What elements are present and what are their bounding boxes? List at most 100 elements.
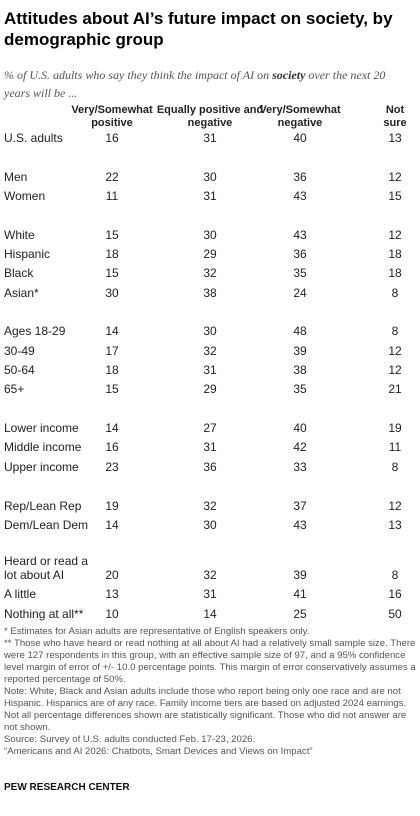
- cell-value: 33: [293, 459, 307, 474]
- note: Note: White, Black and Asian adults incl…: [4, 686, 407, 733]
- table-row: Hispanic 18 29 36 18: [4, 244, 416, 263]
- cell-value: 30: [203, 227, 217, 242]
- cell-value: 14: [105, 324, 119, 339]
- cell-value: 50: [388, 606, 402, 621]
- cell-value: 30: [105, 285, 119, 300]
- cell-value: 13: [105, 587, 119, 602]
- table-row: Black 15 32 35 18: [4, 263, 416, 282]
- table-row: Lower income 14 27 40 19: [4, 418, 416, 437]
- cell-value: 41: [293, 587, 307, 602]
- column-header: Very/Somewhat positive: [71, 104, 153, 129]
- row-label: Ages 18-29: [4, 324, 66, 339]
- cell-value: 18: [388, 247, 402, 262]
- table-row: Dem/Lean Dem 14 30 43 13: [4, 515, 416, 534]
- cell-value: 30: [203, 324, 217, 339]
- cell-value: 15: [105, 382, 119, 397]
- cell-value: 18: [105, 363, 119, 378]
- column-header: Very/Somewhat negative: [259, 104, 341, 129]
- cell-value: 13: [388, 517, 402, 532]
- table-row: 50-64 18 31 38 12: [4, 360, 416, 379]
- note: Source: Survey of U.S. adults conducted …: [4, 734, 256, 745]
- cell-value: 14: [105, 421, 119, 436]
- row-label: 65+: [4, 382, 25, 397]
- table-row: Women 11 31 43 15: [4, 186, 416, 205]
- row-label: Lower income: [4, 421, 79, 436]
- row-label: Hispanic: [4, 247, 51, 262]
- cell-value: 40: [293, 130, 307, 145]
- subtitle: % of U.S. adults who say they think the …: [4, 66, 414, 102]
- cell-value: 11: [105, 188, 119, 203]
- subtitle-emphasis: society: [272, 68, 306, 82]
- cell-value: 43: [293, 188, 307, 203]
- table-row: U.S. adults 16 31 40 13: [4, 128, 416, 147]
- cell-value: 39: [293, 568, 307, 583]
- cell-value: 24: [293, 285, 307, 300]
- cell-value: 25: [293, 606, 307, 621]
- row-label: Men: [4, 169, 28, 184]
- cell-value: 40: [293, 421, 307, 436]
- subtitle-text: % of U.S. adults who say they think the …: [4, 68, 273, 82]
- cell-value: 30: [203, 517, 217, 532]
- cell-value: 30: [203, 169, 217, 184]
- subtitle-text: over the next 20 years will be ...: [4, 68, 386, 100]
- table-row: 65+ 15 29 35 21: [4, 379, 416, 398]
- cell-value: 10: [105, 606, 119, 621]
- column-header: Not sure: [383, 104, 407, 129]
- cell-value: 36: [203, 459, 217, 474]
- row-label: Asian*: [4, 285, 39, 300]
- cell-value: 31: [203, 440, 217, 455]
- row-group: Heard or read a lot about AI 20 32 39 8 A lit…: [4, 554, 416, 623]
- cell-value: 32: [203, 568, 217, 583]
- cell-value: 14: [203, 606, 217, 621]
- cell-value: 16: [388, 587, 402, 602]
- cell-value: 27: [203, 421, 217, 436]
- cell-value: 8: [391, 324, 399, 339]
- cell-value: 13: [388, 130, 402, 145]
- cell-value: 32: [203, 498, 217, 513]
- row-label: Heard or read a lot about AI: [4, 553, 89, 583]
- cell-value: 16: [105, 130, 119, 145]
- table: U.S. adults 16 31 40 13 Men 22 30 36 12 Women 11 31 4…: [4, 128, 416, 643]
- row-label: 30-49: [4, 343, 35, 358]
- row-label: Women: [4, 188, 46, 203]
- cell-value: 43: [293, 227, 307, 242]
- row-label: White: [4, 227, 35, 242]
- row-group: U.S. adults 16 31 40 13: [4, 128, 416, 147]
- cell-value: 31: [203, 188, 217, 203]
- table-row: Asian* 30 38 24 8: [4, 283, 416, 302]
- cell-value: 17: [105, 343, 119, 358]
- cell-value: 36: [293, 247, 307, 262]
- row-label: U.S. adults: [4, 130, 63, 145]
- cell-value: 32: [203, 343, 217, 358]
- cell-value: 20: [105, 568, 119, 583]
- row-label: Black: [4, 266, 34, 281]
- cell-value: 12: [388, 498, 402, 513]
- cell-value: 31: [203, 130, 217, 145]
- cell-value: 31: [203, 587, 217, 602]
- cell-value: 29: [203, 382, 217, 397]
- title: Attitudes about AI’s future impact on so…: [4, 9, 393, 49]
- row-label: Rep/Lean Rep: [4, 498, 82, 513]
- table-row: Rep/Lean Rep 19 32 37 12: [4, 496, 416, 515]
- cell-value: 8: [391, 568, 399, 583]
- cell-value: 11: [388, 440, 402, 455]
- cell-value: 19: [388, 421, 402, 436]
- row-group: Lower income 14 27 40 19 Middle income 16 31 42 1…: [4, 418, 416, 476]
- footer: PEW RESEARCH CENTER: [4, 782, 130, 793]
- table-row: Upper income 23 36 33 8: [4, 457, 416, 476]
- note: ** Those who have heard or read nothing …: [4, 638, 416, 685]
- cell-value: 12: [388, 343, 402, 358]
- row-group: White 15 30 43 12 Hispanic 18 29 36 18 Black 15 32 35…: [4, 225, 416, 302]
- row-group: Men 22 30 36 12 Women 11 31 43 15: [4, 167, 416, 206]
- table-row: Heard or read a lot about AI 20 32 39 8: [4, 554, 416, 585]
- row-group: Rep/Lean Rep 19 32 37 12 Dem/Lean Dem 14 30 43 13: [4, 496, 416, 535]
- cell-value: 43: [293, 517, 307, 532]
- table-row: A little 13 31 41 16: [4, 585, 416, 604]
- note: * Estimates for Asian adults are represe…: [4, 626, 310, 637]
- cell-value: 8: [391, 459, 399, 474]
- cell-value: 15: [388, 188, 402, 203]
- cell-value: 16: [105, 440, 119, 455]
- cell-value: 48: [293, 324, 307, 339]
- cell-value: 35: [293, 266, 307, 281]
